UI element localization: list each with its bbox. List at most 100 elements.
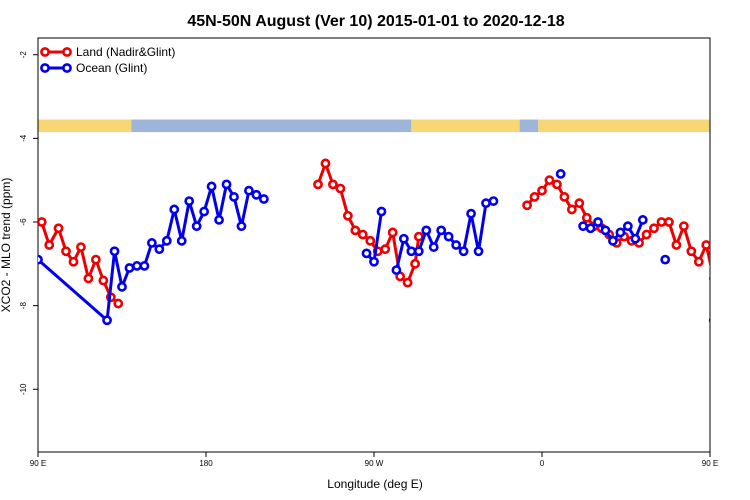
series-ocean-point: [109, 246, 120, 257]
series-ocean-point: [736, 262, 743, 269]
series-ocean-point: [221, 179, 232, 190]
legend-label: Land (Nadir&Glint): [76, 45, 175, 59]
x-tick-label: 90 W: [365, 459, 384, 468]
series-ocean-point: [451, 240, 462, 250]
surface-band-segment-land: [538, 119, 710, 133]
series-ocean-point: [630, 233, 641, 244]
series-ocean-point: [615, 227, 626, 238]
series-ocean-point: [660, 254, 671, 265]
series-land-point: [581, 212, 592, 223]
legend: Land (Nadir&Glint) Ocean (Glint): [40, 45, 175, 75]
series-land-point: [678, 221, 689, 232]
series-ocean-point: [637, 215, 648, 225]
x-tick-label: 90 E: [702, 459, 718, 468]
y-tick-label: -4: [19, 134, 28, 142]
series-ocean-point: [169, 204, 180, 215]
y-axis-label: XCO2 - MLO trend (ppm): [0, 178, 13, 313]
series-ocean-point: [555, 169, 566, 179]
series-ocean-point: [184, 196, 195, 206]
series-ocean: [38, 169, 750, 326]
series-ocean-point: [413, 246, 424, 257]
series-land-point: [701, 240, 710, 250]
series-land-point: [566, 204, 577, 215]
chart-title: 45N-50N August (Ver 10) 2015-01-01 to 20…: [187, 13, 564, 30]
series-ocean-point: [578, 221, 588, 232]
series-ocean-point: [428, 242, 439, 252]
series-ocean-point: [421, 225, 432, 236]
series-land-point: [328, 179, 338, 190]
series-ocean-point: [361, 248, 372, 259]
series-land-point: [733, 294, 740, 301]
y-tick-label: -6: [19, 218, 28, 226]
series-land-point: [44, 240, 55, 250]
series-ocean-point: [161, 235, 172, 246]
series-land-point: [718, 256, 725, 263]
series-ocean-line: [714, 209, 750, 320]
series-land-point: [53, 223, 64, 234]
legend-item-ocean: Ocean (Glint): [40, 61, 147, 75]
series-ocean-point: [199, 206, 210, 217]
series-ocean-point: [708, 317, 710, 324]
legend-swatch-point: [40, 63, 50, 73]
series-ocean-point: [718, 248, 725, 255]
series-land-point: [574, 198, 585, 209]
series-land-point: [740, 300, 747, 307]
series-land-point: [559, 192, 570, 202]
series-land-point: [552, 179, 562, 190]
surface-band-segment-ocean: [131, 119, 412, 133]
series-land-point: [76, 242, 86, 252]
series-land-point: [387, 227, 398, 238]
series-ocean-point: [132, 261, 142, 271]
series-ocean-point: [473, 246, 484, 257]
series-ocean-point: [376, 206, 387, 217]
series-land-point: [686, 246, 697, 257]
series-ocean-point: [458, 246, 469, 257]
series-ocean-point: [191, 221, 202, 232]
series-land-point: [38, 217, 47, 227]
series-ocean-point: [258, 194, 269, 204]
series-ocean-line: [38, 182, 265, 322]
series-land-point: [342, 210, 353, 221]
series-land-point: [671, 240, 682, 250]
series-land-point: [656, 217, 667, 227]
series-ocean-point: [744, 262, 750, 269]
x-axis: 90 E 180 90 W 0 90 E: [30, 452, 718, 468]
series-land-point: [402, 277, 413, 288]
series-land-point: [544, 175, 555, 186]
series-land-point: [357, 229, 368, 240]
series-land-point: [410, 258, 420, 269]
series-ocean-point: [102, 315, 112, 326]
y-tick-label: -8: [19, 302, 28, 310]
series-land-point: [335, 183, 346, 194]
series-ocean-point: [443, 231, 454, 242]
series-ocean-point: [124, 263, 135, 273]
series-ocean-point: [176, 235, 187, 246]
series-ocean-point: [398, 233, 409, 244]
series-ocean-point: [585, 223, 596, 234]
series-land-point: [537, 185, 547, 196]
surface-band-segment-land: [38, 119, 132, 133]
series-land-point: [83, 273, 94, 284]
series-land-point: [113, 298, 124, 309]
x-tick-label: 0: [540, 459, 545, 468]
series-land-point: [350, 225, 361, 236]
series-land-point: [313, 179, 323, 190]
series-land-point: [365, 235, 376, 246]
series-ocean-point: [481, 198, 491, 209]
surface-band: [38, 119, 710, 133]
series-ocean-point: [436, 225, 447, 236]
series-ocean-point: [406, 246, 417, 257]
x-tick-label: 90 E: [30, 459, 46, 468]
series-ocean-point: [721, 283, 728, 290]
series-land-point: [693, 256, 704, 267]
series-ocean-point: [139, 261, 150, 271]
series-ocean-point: [154, 244, 165, 255]
y-tick-label: -2: [19, 51, 28, 59]
series-land-point: [725, 277, 732, 284]
series-land-point: [649, 223, 659, 234]
series-land-point: [380, 244, 391, 255]
series-land-point: [529, 192, 540, 202]
series-ocean-point: [244, 185, 254, 196]
series-ocean-point: [466, 208, 476, 219]
surface-band-segment-ocean: [519, 119, 539, 133]
